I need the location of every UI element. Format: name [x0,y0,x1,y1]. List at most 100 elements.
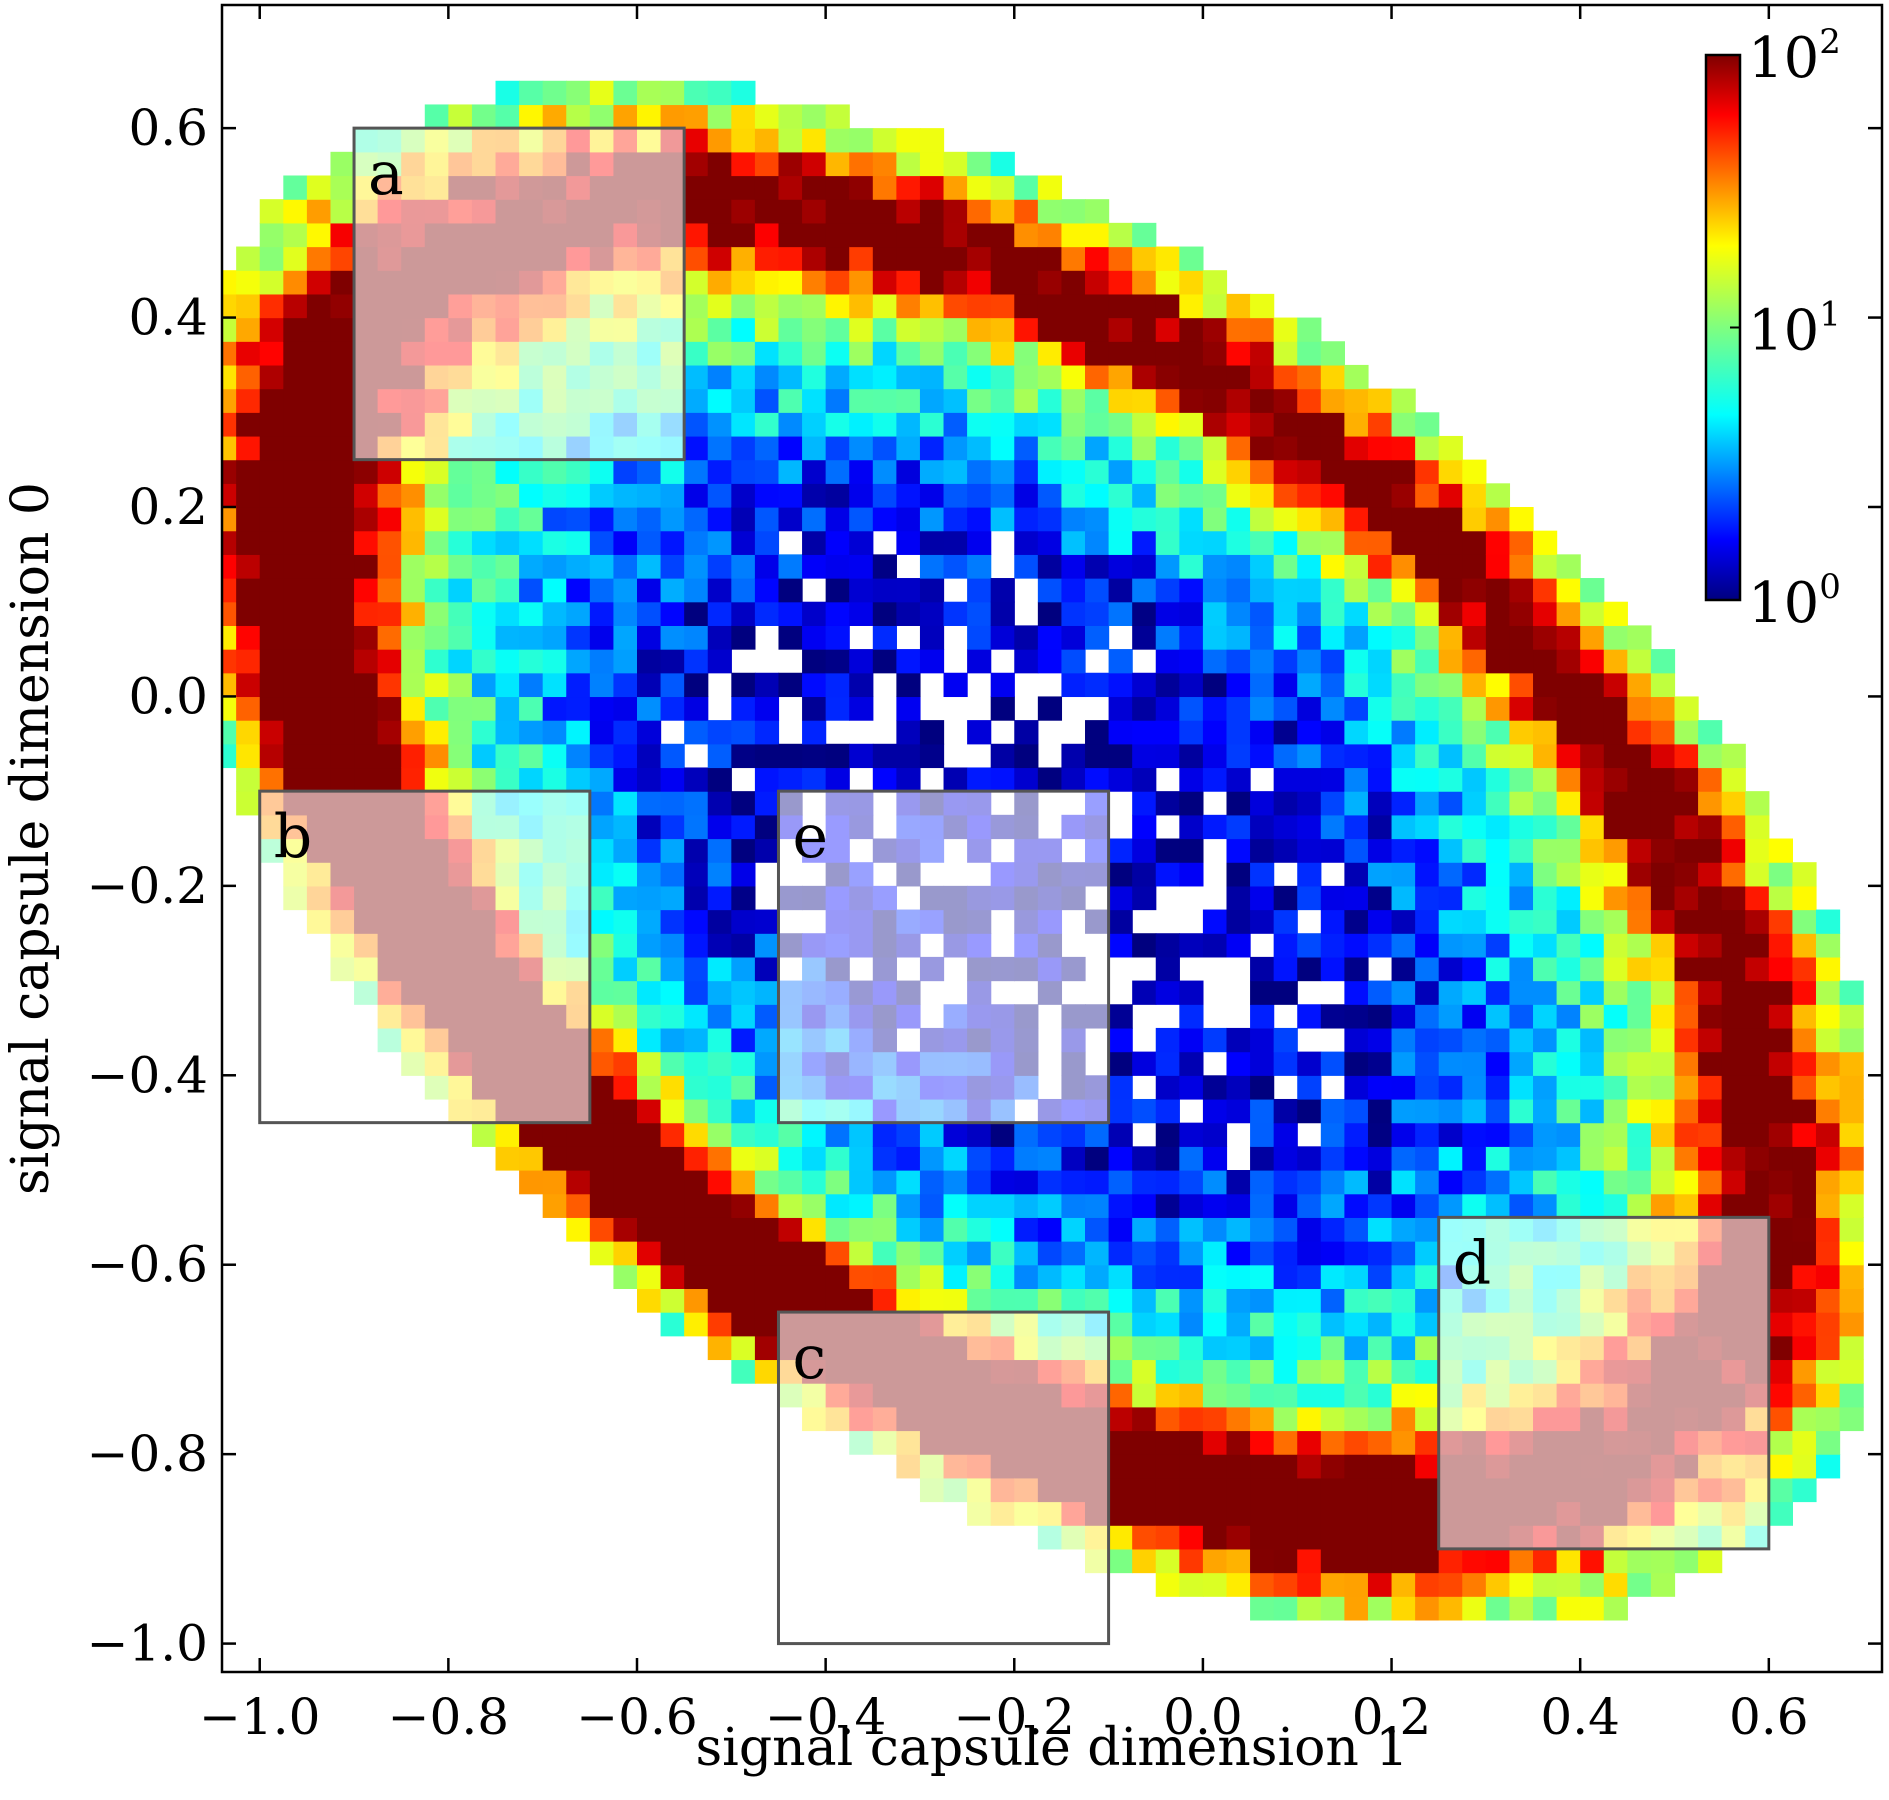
heatmap-cell [1108,862,1133,887]
heatmap-cell [236,649,261,674]
heatmap-cell [1250,601,1275,626]
heatmap-cell [222,578,237,603]
heatmap-cell [1179,672,1204,698]
heatmap-cell [1320,364,1345,390]
heatmap-cell [283,720,308,745]
heatmap-cell [707,270,732,295]
heatmap-cell [566,1170,591,1195]
heatmap-cell [306,743,332,769]
heatmap-cell [401,601,426,626]
heatmap-cell [754,554,780,579]
heatmap-cell [1533,578,1558,603]
heatmap-cell [1698,1051,1723,1076]
heatmap-cell [1650,980,1676,1005]
heatmap-cell [471,530,497,555]
heatmap-cell [1485,862,1511,887]
heatmap-cell [825,696,850,721]
heatmap-cell [1155,1146,1180,1171]
heatmap-cell [1367,483,1393,508]
heatmap-cell [919,625,945,650]
heatmap-cell [1226,1075,1251,1100]
heatmap-cell [707,1170,732,1195]
heatmap-cell [1674,1098,1699,1124]
heatmap-cell [1108,1525,1133,1550]
heatmap-cell [1273,506,1298,532]
heatmap-cell [330,412,355,437]
heatmap-cell [1792,1454,1817,1479]
heatmap-cell [1509,1146,1534,1171]
heatmap-cell [1320,1098,1345,1124]
heatmap-cell [1415,791,1440,816]
heatmap-cell [519,696,544,721]
heatmap-cell [849,743,874,769]
heatmap-cell [1815,1406,1841,1432]
heatmap-cell [1698,1193,1723,1218]
x-tick-label: −0.6 [576,1688,697,1746]
heatmap-cell [1698,885,1723,911]
heatmap-cell [967,1146,992,1171]
heatmap-cell [802,767,827,792]
heatmap-cell [660,743,685,769]
heatmap-cell [1415,1501,1440,1526]
heatmap-cell [967,293,992,319]
heatmap-cell [542,696,567,721]
heatmap-cell [542,1146,567,1171]
heatmap-cell [919,1217,945,1242]
heatmap-cell [637,530,662,555]
heatmap-cell [1698,1098,1723,1124]
heatmap-cell [1132,743,1157,769]
heatmap-cell [613,625,638,650]
heatmap-cell [1815,1359,1841,1384]
heatmap-cell [1037,530,1063,555]
heatmap-cell [613,885,638,911]
heatmap-cell [1415,1217,1440,1242]
heatmap-cell [1202,270,1228,295]
heatmap-cell [1462,1122,1487,1147]
heatmap-cell [684,1264,709,1289]
heatmap-cell [1768,1241,1793,1266]
heatmap-cell [1273,791,1298,816]
heatmap-cell [637,1146,662,1171]
heatmap-cell [1415,909,1440,934]
heatmap-cell [1344,1122,1369,1147]
heatmap-cell [684,388,709,413]
heatmap-cell [1438,1193,1463,1218]
heatmap-cell [896,222,921,248]
heatmap-cell [1580,1051,1605,1076]
heatmap-cell [471,601,497,626]
heatmap-cell [754,1335,780,1361]
heatmap-cell [1745,1075,1770,1100]
heatmap-cell [896,1146,921,1171]
heatmap-cell [1485,933,1511,958]
heatmap-cell [754,246,780,271]
heatmap-cell [1509,767,1534,792]
heatmap-cell [1603,1572,1628,1597]
heatmap-cell [1485,743,1511,769]
heatmap-cell [1320,1359,1345,1384]
heatmap-cell [967,601,992,626]
heatmap-cell [1132,293,1157,319]
heatmap-cell [1556,1170,1581,1195]
heatmap-cell [1085,1122,1110,1147]
heatmap-cell [872,246,897,271]
heatmap-cell [872,317,897,342]
heatmap-cell [1320,1241,1345,1266]
heatmap-cell [1768,885,1793,911]
heatmap-cell [1415,578,1440,603]
heatmap-cell [1226,720,1251,745]
heatmap-cell [1061,530,1086,555]
heatmap-cell [613,601,638,626]
heatmap-cell [990,459,1015,484]
heatmap-cell [1768,1217,1793,1242]
heatmap-cell [377,506,402,532]
heatmap-cell [1297,1430,1322,1455]
heatmap-cell [1297,1098,1322,1124]
heatmap-cell [236,767,261,792]
heatmap-cell [1108,293,1133,319]
heatmap-cell [1108,1406,1133,1432]
heatmap-cell [754,175,780,200]
x-tick-label: 0.4 [1540,1688,1620,1746]
heatmap-cell [448,459,473,484]
heatmap-cell [1438,696,1463,721]
heatmap-cell [1485,696,1511,721]
